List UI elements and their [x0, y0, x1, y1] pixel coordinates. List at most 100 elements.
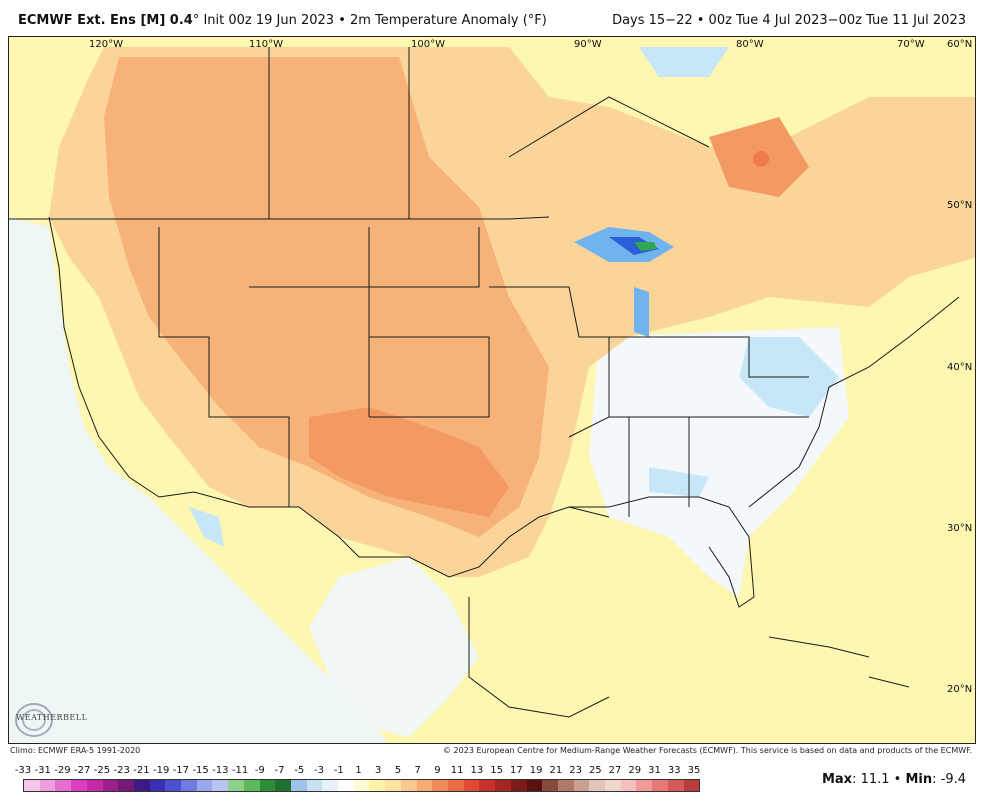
- scale-swatch: [620, 780, 637, 791]
- lake-superior-min: [634, 242, 657, 251]
- color-scale-labels: -33 -31 -29 -27 -25 -23 -21 -19 -17 -15 -13 -11 -9 -7…: [12, 765, 712, 777]
- scale-swatch: [181, 780, 197, 791]
- logo-text: WEATHERBELL: [16, 713, 88, 722]
- scale-swatch: [338, 780, 354, 791]
- hudson-bay-cool: [639, 47, 729, 77]
- scale-swatch: [196, 780, 213, 791]
- scale-label: -33: [14, 765, 32, 776]
- lon-label: 100°W: [411, 39, 445, 50]
- scale-swatch: [385, 780, 401, 791]
- atlantic-coast: [748, 296, 960, 508]
- scale-swatch: [71, 780, 87, 791]
- max-label: Max: [821, 772, 853, 787]
- scale-swatch: [416, 780, 433, 791]
- lake-michigan-cold: [634, 287, 649, 337]
- longitude-labels: 120°W 110°W 100°W 90°W 80°W 70°W: [89, 39, 925, 50]
- scale-label: 17: [510, 765, 523, 776]
- scale-swatch: [133, 780, 150, 791]
- scale-label: 31: [648, 765, 661, 776]
- scale-swatch: [652, 780, 668, 791]
- scale-swatch: [165, 780, 182, 791]
- valid-period: Days 15−22 • 00z Tue 4 Jul 2023−00z Tue …: [612, 13, 966, 28]
- scale-swatch: [605, 780, 621, 791]
- scale-label: 9: [434, 765, 441, 776]
- scale-label: -29: [54, 765, 71, 776]
- deep-south-cool: [649, 467, 709, 497]
- model-name: ECMWF Ext. Ens [M] 0.4: [18, 13, 193, 28]
- scale-swatch: [212, 780, 229, 791]
- canada-provinces: [268, 47, 410, 219]
- scale-label: 29: [628, 765, 642, 776]
- color-scale-bar: [23, 779, 700, 792]
- scale-label: -23: [113, 765, 130, 776]
- scale-label: -27: [74, 765, 91, 776]
- min-label: Min: [905, 772, 933, 787]
- scale-swatch: [353, 780, 370, 791]
- mexico-region: [309, 557, 479, 737]
- scale-swatch: [55, 780, 72, 791]
- scale-swatch: [306, 780, 323, 791]
- scale-swatch: [400, 780, 417, 791]
- lat-label: 30°N: [947, 523, 972, 534]
- scale-label: 3: [375, 765, 382, 776]
- max-value: : 11.1 •: [852, 772, 906, 787]
- west-coast: [48, 216, 160, 498]
- lon-label: 70°W: [897, 39, 925, 50]
- scale-swatch: [39, 780, 56, 791]
- scale-label: -9: [254, 765, 265, 776]
- scale-label: -1: [333, 765, 344, 776]
- scale-swatch: [259, 780, 276, 791]
- deep-south-lines: [628, 417, 690, 517]
- lon-label: 90°W: [574, 39, 602, 50]
- us-canada-border: [9, 216, 550, 220]
- scale-label: 15: [490, 765, 504, 776]
- scale-label: 21: [549, 765, 563, 776]
- scale-label: 1: [355, 765, 362, 776]
- scale-swatch: [432, 780, 448, 791]
- scale-swatch: [149, 780, 166, 791]
- caribbean-islands: [768, 636, 910, 688]
- lake-superior-core: [609, 237, 659, 255]
- lon-label: 110°W: [249, 39, 283, 50]
- scale-label: -3: [314, 765, 325, 776]
- quebec-peak: [753, 151, 769, 167]
- central-plains: [369, 336, 490, 418]
- copyright-note: © 2023 European Centre for Medium-Range …: [443, 746, 972, 755]
- scale-swatch: [243, 780, 260, 791]
- ohio-valley: [609, 336, 809, 378]
- scale-swatch: [102, 780, 119, 791]
- max-min-stats: Max: 11.1 • Min: -9.4: [822, 772, 966, 787]
- scale-swatch: [290, 780, 307, 791]
- scale-label: -25: [93, 765, 111, 776]
- scale-swatch: [118, 780, 134, 791]
- midwest: [489, 286, 610, 438]
- scale-label: -5: [294, 765, 305, 776]
- header: ECMWF Ext. Ens [M] 0.4° Init 00z 19 Jun …: [0, 0, 984, 38]
- scale-label: -11: [231, 765, 249, 776]
- init-text: Init 00z 19 Jun 2023 • 2m Temperature An…: [199, 13, 547, 28]
- chart-title: ECMWF Ext. Ens [M] 0.4° Init 00z 19 Jun …: [18, 13, 547, 28]
- dakotas: [368, 227, 480, 288]
- scale-label: 7: [414, 765, 421, 776]
- scale-swatch: [86, 780, 103, 791]
- pacific-ocean: [9, 217, 388, 743]
- scale-label: -21: [133, 765, 150, 776]
- scale-swatch: [479, 780, 496, 791]
- degree-symbol: °: [192, 13, 200, 28]
- scale-swatch: [542, 780, 558, 791]
- lat-label: 40°N: [947, 362, 972, 373]
- scale-label: -7: [274, 765, 285, 776]
- scale-swatch: [573, 780, 590, 791]
- scale-swatch: [463, 780, 480, 791]
- scale-label: 27: [608, 765, 622, 776]
- scale-label: 23: [569, 765, 582, 776]
- scale-swatch: [495, 780, 511, 791]
- scale-swatch: [636, 780, 653, 791]
- anomaly-map: 120°W 110°W 100°W 90°W 80°W 70°W 60°N 50…: [8, 36, 976, 744]
- scale-swatch: [589, 780, 606, 791]
- latitude-labels: 60°N 50°N 40°N 30°N 20°N: [947, 39, 972, 695]
- lat-label: 20°N: [947, 684, 972, 695]
- mexico-gulf-coast: [468, 597, 610, 718]
- scale-label: -31: [34, 765, 51, 776]
- scale-label: 13: [470, 765, 484, 776]
